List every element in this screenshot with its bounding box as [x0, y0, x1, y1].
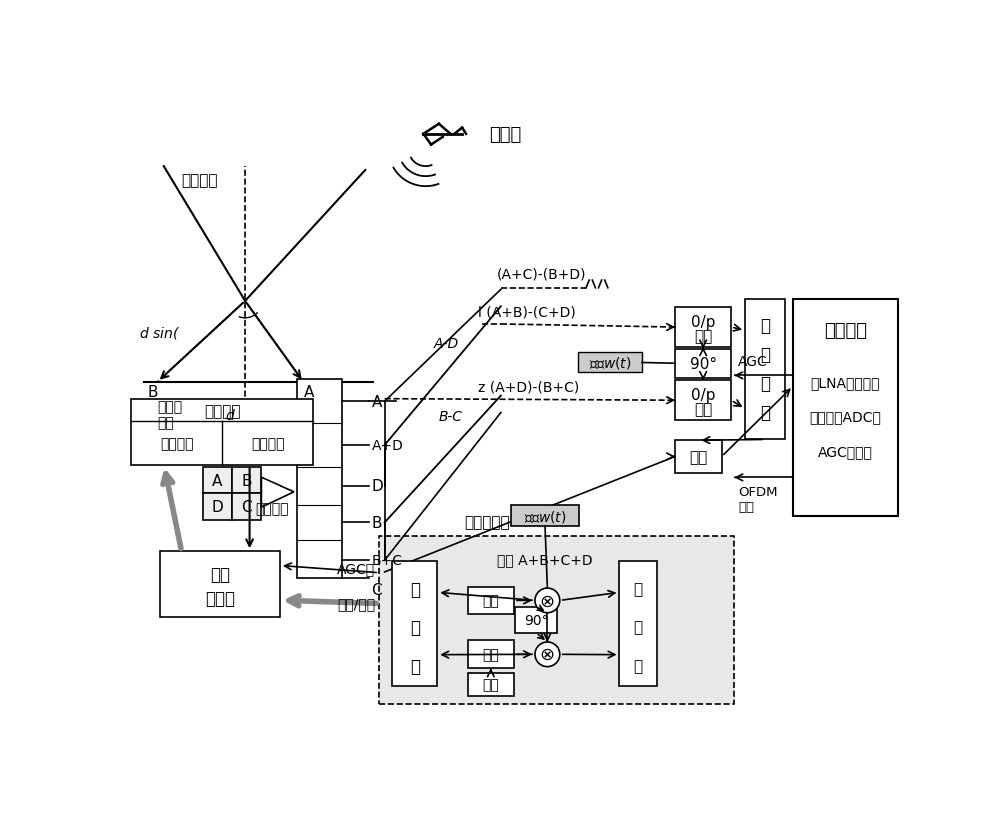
Text: 天线: 天线 [210, 566, 230, 583]
Text: 一: 一 [410, 619, 420, 636]
Text: 天线: 天线 [158, 415, 174, 429]
Bar [578, 353, 642, 373]
Text: 天线支架: 天线支架 [204, 404, 241, 418]
Text: B: B [371, 515, 382, 530]
Text: D: D [371, 479, 383, 494]
Bar [468, 673, 514, 696]
Text: 合: 合 [760, 375, 770, 393]
Text: 期望: 期望 [482, 677, 499, 691]
Bar [232, 494, 261, 520]
Text: ⊗: ⊗ [540, 646, 555, 663]
Bar [232, 467, 261, 494]
Text: 方波$w(t)$: 方波$w(t)$ [589, 355, 631, 371]
Text: 驱动机构: 驱动机构 [160, 437, 193, 451]
Text: 地面站: 地面站 [158, 400, 183, 414]
Text: 成: 成 [760, 404, 770, 422]
Bar [745, 300, 785, 440]
Text: AGC: AGC [738, 354, 768, 368]
Text: 矩: 矩 [633, 658, 643, 673]
Bar [675, 349, 731, 379]
Text: 阶: 阶 [633, 619, 643, 635]
Text: A-D: A-D [434, 337, 459, 351]
Bar [793, 300, 898, 517]
Text: $d$ sin(: $d$ sin( [139, 324, 180, 340]
Text: $d$: $d$ [225, 408, 236, 423]
Circle shape [535, 643, 560, 667]
Text: A: A [212, 473, 222, 488]
Text: 角传感器: 角传感器 [251, 437, 285, 451]
Text: 调制: 调制 [694, 402, 712, 417]
Bar [160, 552, 280, 617]
Polygon shape [261, 478, 294, 508]
Bar [515, 607, 557, 633]
Text: 归: 归 [410, 580, 420, 598]
Text: 交: 交 [760, 346, 770, 363]
Text: 检测: 检测 [482, 648, 499, 662]
Text: 检测: 检测 [482, 594, 499, 608]
Bar [675, 308, 731, 347]
Bar [297, 380, 342, 578]
Text: A: A [371, 394, 382, 409]
Text: 轴角信号: 轴角信号 [256, 501, 289, 515]
Bar [392, 562, 437, 686]
Bar [202, 467, 232, 494]
Text: AGC值: AGC值 [337, 562, 375, 576]
Text: 正: 正 [760, 316, 770, 334]
Bar [468, 587, 514, 614]
Text: 无人机: 无人机 [489, 126, 522, 144]
Text: C: C [241, 500, 252, 514]
Text: z (A+D)-(B+C): z (A+D)-(B+C) [478, 380, 579, 394]
Text: AGC等模块: AGC等模块 [818, 445, 873, 459]
Text: 0/p: 0/p [691, 387, 715, 402]
Text: 信道 A+B+C+D: 信道 A+B+C+D [497, 552, 593, 566]
Text: ⊗: ⊗ [540, 591, 555, 609]
Text: (A+C)-(B+D): (A+C)-(B+D) [497, 267, 586, 280]
Bar [675, 441, 722, 473]
Text: 耦合: 耦合 [689, 449, 708, 464]
Text: 化: 化 [410, 657, 420, 675]
Text: 天线视轴: 天线视轴 [181, 174, 217, 189]
Text: B+C: B+C [371, 553, 402, 567]
Text: OFDM
基带: OFDM 基带 [738, 485, 778, 514]
Text: l (A+B)-(C+D): l (A+B)-(C+D) [478, 305, 575, 319]
Text: B-C: B-C [438, 410, 462, 424]
Text: A+D: A+D [371, 438, 403, 452]
Text: 二: 二 [633, 581, 643, 596]
Text: 含LNA、滤波、: 含LNA、滤波、 [811, 375, 880, 390]
Circle shape [535, 588, 560, 613]
Text: 90°: 90° [690, 356, 717, 371]
Bar [619, 562, 657, 686]
Text: C: C [371, 582, 382, 597]
Text: 方波$w(t)$: 方波$w(t)$ [524, 508, 566, 524]
Text: 方位/俯仰: 方位/俯仰 [337, 597, 375, 611]
Bar [468, 641, 514, 668]
Bar [379, 536, 734, 704]
Text: 控制器: 控制器 [205, 590, 235, 608]
Text: 调制: 调制 [694, 329, 712, 344]
Text: 0/p: 0/p [691, 314, 715, 329]
Text: 数字接收机: 数字接收机 [464, 515, 510, 530]
Text: 信道单元: 信道单元 [824, 322, 867, 339]
Text: 下变频、ADC、: 下变频、ADC、 [809, 410, 881, 424]
Bar [511, 505, 579, 527]
Text: 90°: 90° [524, 613, 548, 627]
Text: B: B [148, 385, 158, 399]
Text: D: D [211, 500, 223, 514]
Bar [131, 400, 313, 466]
Text: B: B [241, 473, 252, 488]
Bar [202, 494, 232, 520]
Bar [675, 380, 731, 421]
Text: A: A [304, 385, 315, 399]
